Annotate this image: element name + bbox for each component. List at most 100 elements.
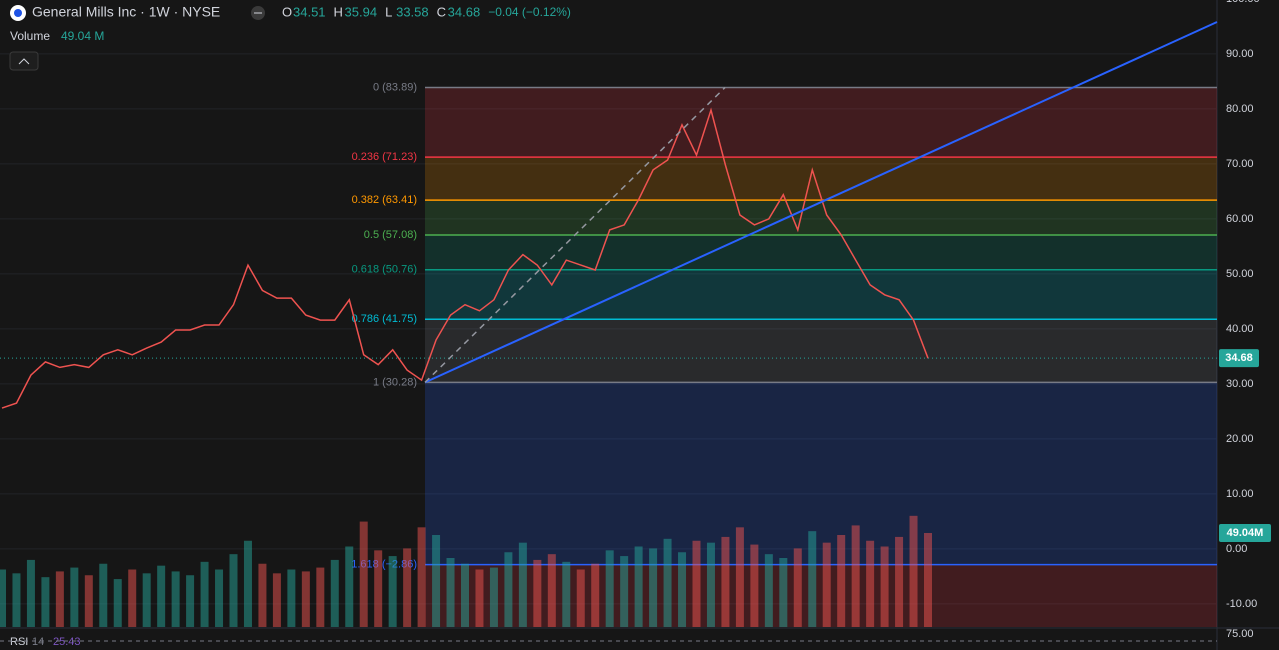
change: −0.04 (−0.12%) [488, 5, 571, 19]
ohlc-key: H [334, 4, 343, 19]
volume-bar [822, 542, 831, 627]
volume-bar [301, 571, 310, 627]
fib-band [425, 319, 1217, 383]
header: General Mills Inc · 1W · NYSE O 34.51 H 35.… [9, 4, 571, 71]
price-badge [1219, 349, 1259, 368]
volume-bar [880, 546, 889, 627]
volume-bar [605, 550, 614, 627]
fib-band [425, 564, 1217, 627]
rsi-name: RSI [10, 636, 28, 648]
logo-mark [14, 9, 22, 17]
volume-bar [735, 527, 744, 627]
price-badge-label: 34.68 [1225, 352, 1253, 364]
volume-bar [461, 563, 469, 627]
volume-bar [200, 561, 209, 627]
y-tick-label: 0.00 [1226, 543, 1247, 555]
volume-bar [591, 563, 600, 627]
volume-bar [243, 540, 252, 627]
volume-bar [316, 567, 325, 627]
volume-bar [649, 548, 658, 627]
y-tick-label: 100.00 [1226, 0, 1260, 5]
volume-bar [895, 536, 904, 627]
volume-bar [620, 556, 629, 627]
symbol: General Mills Inc · 1W · NYSE [32, 4, 220, 20]
volume-bar [272, 573, 281, 627]
volume-bar [186, 575, 195, 627]
volume-badge [1219, 524, 1271, 542]
ohlc-key: L [385, 4, 392, 19]
y-tick-label: 80.00 [1226, 103, 1254, 115]
volume-bar [692, 540, 701, 627]
volume-bar [764, 554, 773, 627]
volume-bar [359, 521, 368, 627]
volume-title: Volume [10, 29, 50, 43]
volume-bar [26, 559, 35, 627]
volume-bar [663, 538, 672, 627]
y-tick-label: 10.00 [1226, 488, 1254, 500]
volume-bar [706, 542, 715, 627]
volume-bar [403, 548, 412, 627]
y-tick-label: 70.00 [1226, 158, 1254, 170]
ohlc-values: O 34.51 H 35.94 L 33.58 C 34.68 [282, 4, 480, 19]
volume-bar [55, 571, 64, 627]
volume-bar [562, 561, 571, 627]
fib-label: 0.236 (71.23) [352, 151, 417, 163]
collapse-button[interactable] [9, 51, 39, 71]
y-tick-label: 20.00 [1226, 433, 1254, 445]
ohlc-value: 35.94 [345, 4, 378, 19]
y-tick-label: -10.00 [1226, 598, 1257, 610]
volume-bar [518, 542, 527, 627]
rsi-axis-label: 75.00 [1226, 628, 1254, 640]
volume-bar [547, 554, 556, 627]
y-tick-label: 30.00 [1226, 378, 1254, 390]
volume-bar [837, 534, 846, 627]
fib-label: 1 (30.28) [373, 376, 417, 388]
volume-bar [489, 567, 498, 627]
volume-bar [721, 536, 730, 627]
volume-bar [70, 567, 79, 627]
volume-badge-label: 49.04M [1227, 527, 1264, 539]
volume-bar [808, 531, 817, 627]
fib-label: 0.5 (57.08) [364, 229, 417, 241]
fib-band [425, 157, 1217, 201]
volume-bar [750, 544, 759, 627]
fib-band [425, 234, 1217, 270]
rsi-pane: RSI 14 25.43 75.00 [0, 628, 1254, 648]
volume-bar [287, 569, 296, 627]
volume-bar [229, 554, 238, 627]
trendline [424, 21, 1218, 384]
fib-band [425, 269, 1217, 320]
ohlc-value: 33.58 [396, 4, 429, 19]
plot-area: -10.00 0.00 10.00 20.00 30.00 40.00 50.00 60.00… [0, 0, 1260, 627]
collapse-icon [18, 58, 30, 65]
volume-bar [41, 577, 50, 627]
volume-bar [157, 565, 166, 627]
fib-band [425, 382, 1217, 565]
volume-bar [258, 563, 267, 627]
fib-band [425, 200, 1217, 235]
volume-bar [504, 552, 513, 627]
volume-bar [374, 550, 383, 627]
fib-label: 0.618 (50.76) [352, 264, 417, 276]
volume-bar [330, 559, 339, 627]
volume-bar [171, 571, 180, 627]
y-tick-label: 40.00 [1226, 323, 1254, 335]
volume-bar [533, 559, 542, 627]
volume-bar [84, 575, 93, 627]
volume-bar [475, 569, 484, 627]
fib-band [425, 87, 1217, 158]
ohlc-value: 34.68 [448, 4, 481, 19]
fib-label: 0 (83.89) [373, 81, 417, 93]
y-tick-label: 90.00 [1226, 48, 1254, 60]
fib-label: 0.382 (63.41) [352, 194, 417, 206]
volume-bar [128, 569, 137, 627]
volume-bar [12, 573, 21, 627]
volume-bar [576, 569, 585, 627]
volume-bar [388, 556, 397, 627]
y-tick-label: 50.00 [1226, 268, 1254, 280]
fib-diagonal [424, 86, 726, 383]
volume-bar [634, 546, 643, 627]
rsi-length: 14 [32, 636, 44, 648]
volume-bar [793, 548, 802, 627]
y-tick-label: 60.00 [1226, 213, 1254, 225]
